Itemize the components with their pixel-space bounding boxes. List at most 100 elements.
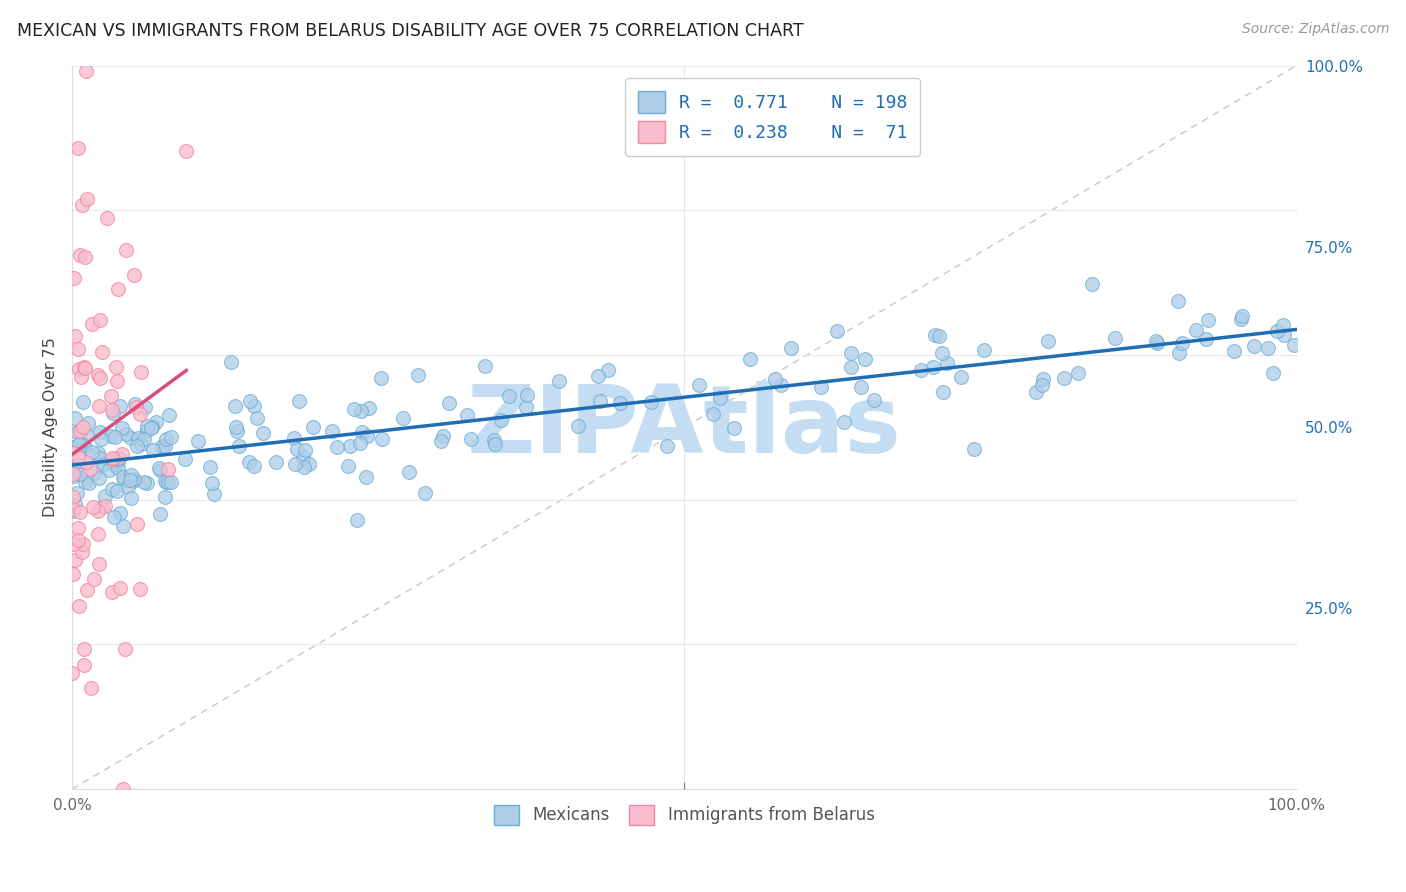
Point bbox=[201, 475, 224, 490]
Point bbox=[1170, 335, 1192, 350]
Point bbox=[460, 432, 482, 446]
Point bbox=[66, 486, 89, 500]
Point bbox=[62, 566, 84, 581]
Point bbox=[110, 400, 132, 414]
Point bbox=[849, 379, 872, 393]
Point bbox=[155, 432, 177, 446]
Point bbox=[70, 197, 93, 211]
Point bbox=[60, 440, 83, 454]
Point bbox=[112, 473, 135, 487]
Point bbox=[104, 430, 127, 444]
Point bbox=[456, 408, 478, 422]
Point bbox=[516, 388, 538, 402]
Point bbox=[1036, 334, 1059, 348]
Point bbox=[112, 469, 135, 483]
Point bbox=[174, 144, 197, 158]
Point bbox=[238, 455, 260, 469]
Point bbox=[89, 371, 111, 385]
Point bbox=[1222, 344, 1244, 359]
Point bbox=[114, 641, 136, 656]
Point bbox=[67, 437, 90, 451]
Point bbox=[160, 430, 183, 444]
Point bbox=[136, 419, 159, 434]
Point bbox=[498, 389, 520, 403]
Point bbox=[128, 582, 150, 596]
Point bbox=[115, 426, 138, 441]
Point bbox=[73, 250, 96, 264]
Point bbox=[283, 431, 305, 445]
Point bbox=[931, 346, 953, 360]
Point bbox=[72, 438, 94, 452]
Point bbox=[87, 445, 110, 459]
Point bbox=[702, 408, 724, 422]
Point bbox=[120, 468, 142, 483]
Point bbox=[1081, 277, 1104, 291]
Point bbox=[853, 351, 876, 366]
Point bbox=[219, 355, 242, 369]
Point bbox=[159, 408, 181, 422]
Point bbox=[825, 324, 848, 338]
Y-axis label: Disability Age Over 75: Disability Age Over 75 bbox=[44, 337, 58, 517]
Point bbox=[63, 553, 86, 567]
Point bbox=[252, 426, 274, 441]
Point bbox=[105, 457, 128, 471]
Point bbox=[132, 475, 155, 490]
Point bbox=[349, 436, 371, 450]
Point bbox=[103, 510, 125, 524]
Point bbox=[936, 356, 959, 370]
Point bbox=[127, 439, 149, 453]
Point bbox=[76, 193, 98, 207]
Point bbox=[1282, 338, 1305, 352]
Point bbox=[359, 401, 381, 415]
Text: Source: ZipAtlas.com: Source: ZipAtlas.com bbox=[1241, 22, 1389, 37]
Point bbox=[949, 369, 972, 384]
Point bbox=[202, 487, 225, 501]
Point bbox=[474, 359, 496, 374]
Point bbox=[325, 440, 347, 454]
Point bbox=[1230, 311, 1253, 326]
Point bbox=[148, 461, 170, 475]
Point bbox=[120, 473, 142, 487]
Point bbox=[101, 452, 124, 467]
Point bbox=[111, 447, 134, 461]
Point bbox=[62, 467, 84, 481]
Point bbox=[82, 500, 104, 514]
Point bbox=[63, 497, 86, 511]
Point bbox=[91, 500, 114, 515]
Point bbox=[101, 458, 124, 472]
Point bbox=[72, 395, 94, 409]
Point bbox=[515, 400, 537, 414]
Point bbox=[187, 434, 209, 449]
Point bbox=[125, 516, 148, 531]
Point bbox=[432, 429, 454, 443]
Point bbox=[1025, 384, 1047, 399]
Point bbox=[90, 432, 112, 446]
Point bbox=[83, 466, 105, 480]
Point bbox=[72, 545, 94, 559]
Point bbox=[862, 393, 884, 408]
Point bbox=[108, 506, 131, 520]
Point bbox=[87, 368, 110, 382]
Point bbox=[122, 268, 145, 283]
Point bbox=[1053, 371, 1076, 385]
Point bbox=[87, 504, 110, 518]
Point bbox=[83, 572, 105, 586]
Point bbox=[72, 420, 94, 434]
Point bbox=[288, 393, 311, 408]
Point bbox=[1263, 366, 1285, 380]
Point bbox=[117, 480, 139, 494]
Point bbox=[1104, 331, 1126, 345]
Point bbox=[963, 442, 986, 456]
Point bbox=[69, 424, 91, 438]
Point bbox=[226, 424, 249, 438]
Point bbox=[839, 346, 862, 360]
Point bbox=[738, 351, 761, 366]
Point bbox=[60, 665, 83, 680]
Point bbox=[100, 451, 122, 466]
Point bbox=[105, 451, 128, 466]
Point bbox=[598, 363, 620, 377]
Point bbox=[66, 425, 89, 440]
Point bbox=[302, 419, 325, 434]
Point bbox=[75, 63, 97, 78]
Text: ZIPAtlas: ZIPAtlas bbox=[467, 382, 901, 474]
